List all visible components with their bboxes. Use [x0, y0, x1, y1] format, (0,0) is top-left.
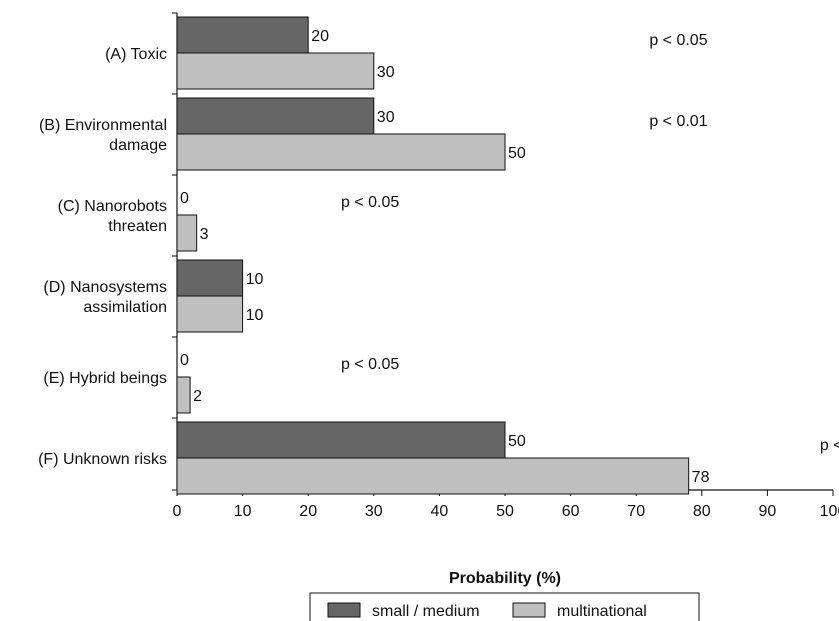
x-tick-label: 0	[173, 503, 182, 520]
data-label: 50	[508, 145, 526, 162]
legend-box	[309, 592, 700, 621]
bar	[176, 97, 375, 135]
data-label: 20	[311, 28, 329, 45]
data-label: 10	[246, 307, 264, 324]
data-label: 2	[193, 388, 202, 405]
bar	[176, 52, 375, 90]
p-value-annotation: p < 0.01	[649, 113, 707, 130]
bar	[176, 457, 690, 495]
x-tick-label: 40	[431, 503, 449, 520]
legend: small / medium multinational	[309, 592, 700, 621]
x-tick-label: 90	[759, 503, 777, 520]
bars	[176, 16, 690, 495]
data-label: 30	[377, 64, 395, 81]
bar	[176, 295, 244, 333]
x-tick-label: 30	[365, 503, 383, 520]
x-tick-label: 20	[299, 503, 317, 520]
p-value-annotation: p < 0.05	[341, 194, 399, 211]
data-label: 78	[692, 469, 710, 486]
bar	[176, 376, 191, 414]
x-tick-label: 60	[562, 503, 580, 520]
bar	[176, 421, 506, 459]
data-label: 30	[377, 109, 395, 126]
category-label: (E) Hybrid beings	[43, 370, 167, 387]
p-value-annotation: p < 0.05	[649, 32, 707, 49]
bar	[176, 16, 309, 54]
x-tick-label: 50	[496, 503, 514, 520]
p-value-annotation: p < 0.01	[820, 437, 839, 454]
category-label: (F) Unknown risks	[38, 451, 167, 468]
data-label: 50	[508, 433, 526, 450]
data-label: 0	[180, 352, 189, 369]
legend-swatch	[512, 602, 546, 618]
x-tick-label: 10	[234, 503, 252, 520]
category-label: (C) Nanorobots threaten	[58, 198, 167, 235]
data-label: 3	[200, 226, 209, 243]
data-label: 10	[246, 271, 264, 288]
bar	[176, 214, 198, 252]
x-tick-label: 100	[820, 503, 839, 520]
category-label: (D) Nanosystems assimilation	[43, 279, 167, 316]
legend-label: small / medium	[372, 603, 480, 620]
x-tick-label: 70	[627, 503, 645, 520]
p-value-annotation: p < 0.05	[341, 356, 399, 373]
category-label: (B) Environmental damage	[39, 117, 167, 154]
data-label: 0	[180, 190, 189, 207]
category-label: (A) Toxic	[105, 46, 167, 63]
bar	[176, 259, 244, 297]
bar	[176, 133, 506, 171]
x-tick-label: 80	[693, 503, 711, 520]
x-axis-label: Probability (%)	[449, 570, 561, 587]
legend-swatch	[327, 602, 361, 618]
legend-label: multinational	[557, 603, 647, 620]
